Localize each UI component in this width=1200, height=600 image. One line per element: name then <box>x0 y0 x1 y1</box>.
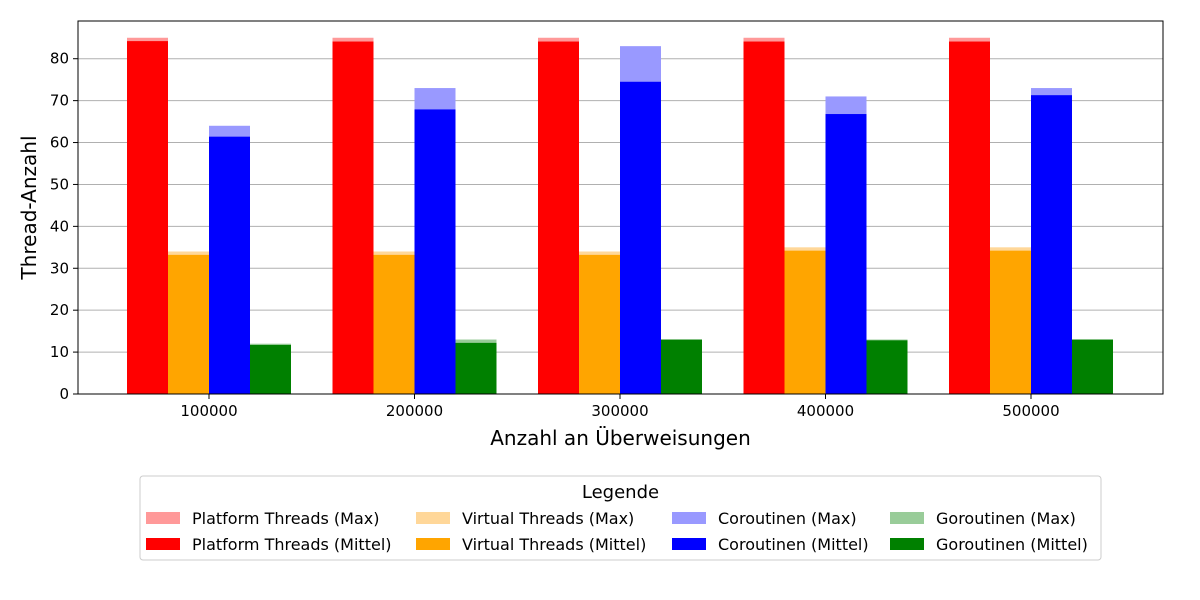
legend-label: Virtual Threads (Mittel) <box>462 535 646 554</box>
bar-goroutinen-mittel <box>661 339 702 394</box>
bar-virtual-threads-mittel <box>168 254 209 394</box>
y-tick-label: 80 <box>50 50 69 68</box>
bar-goroutinen-mittel <box>1072 339 1113 394</box>
legend-label: Virtual Threads (Max) <box>462 509 634 528</box>
x-tick-label: 300000 <box>591 402 648 420</box>
bar-coroutinen-mittel <box>414 109 456 395</box>
bar-platform-threads-mittel <box>332 41 374 395</box>
bar-coroutinen-mittel <box>209 136 250 394</box>
legend-swatch <box>890 512 924 524</box>
y-tick-label: 0 <box>59 385 69 403</box>
y-axis-title: Thread-Anzahl <box>17 135 41 280</box>
x-tick-label: 400000 <box>797 402 854 420</box>
legend-box <box>139 475 1102 561</box>
bar-platform-threads-mittel <box>949 41 990 395</box>
y-axis: 0 10 20 30 40 50 60 70 80 <box>50 50 78 403</box>
bar-virtual-threads-mittel <box>784 250 826 394</box>
x-tick-label: 200000 <box>386 402 443 420</box>
legend-label: Coroutinen (Max) <box>718 509 857 528</box>
y-tick-label: 50 <box>50 175 69 193</box>
y-tick-label: 70 <box>50 92 69 110</box>
bar-virtual-threads-mittel <box>373 254 415 394</box>
legend-label: Goroutinen (Max) <box>936 509 1076 528</box>
legend-swatch <box>890 538 924 550</box>
legend-label: Platform Threads (Mittel) <box>192 535 392 554</box>
bar-coroutinen-mittel <box>825 114 867 394</box>
x-tick-label: 500000 <box>1002 402 1059 420</box>
x-axis-title: Anzahl an Überweisungen <box>490 426 751 450</box>
x-tick-label: 100000 <box>180 402 237 420</box>
bars <box>127 37 1113 395</box>
legend-items: Platform Threads (Max) Platform Threads (… <box>146 509 1088 554</box>
legend-label: Coroutinen (Mittel) <box>718 535 869 554</box>
y-tick-label: 10 <box>50 343 69 361</box>
bar-goroutinen-mittel <box>250 344 291 394</box>
legend-label: Goroutinen (Mittel) <box>936 535 1088 554</box>
legend-swatch <box>146 538 180 550</box>
bar-platform-threads-mittel <box>127 41 168 395</box>
bar-virtual-threads-mittel <box>990 250 1031 394</box>
legend-label: Platform Threads (Max) <box>192 509 380 528</box>
legend: Legende Platform Threads (Max)Platform T… <box>139 475 1102 561</box>
y-tick-label: 30 <box>50 259 69 277</box>
y-tick-label: 40 <box>50 217 69 235</box>
y-tick-label: 20 <box>50 301 69 319</box>
legend-swatch <box>672 538 706 550</box>
bar-goroutinen-mittel <box>455 342 497 394</box>
bar-platform-threads-mittel <box>538 41 579 395</box>
legend-title: Legende <box>582 482 659 503</box>
legend-swatch <box>416 538 450 550</box>
bar-coroutinen-mittel <box>620 81 661 395</box>
legend-swatch <box>146 512 180 524</box>
x-axis: 100000 200000 300000 400000 500000 <box>180 394 1060 420</box>
legend-swatch <box>672 512 706 524</box>
y-tick-label: 60 <box>50 134 69 152</box>
bar-goroutinen-mittel <box>866 340 908 394</box>
bar-platform-threads-mittel <box>743 41 785 395</box>
bar-virtual-threads-mittel <box>579 254 620 394</box>
bar-coroutinen-mittel <box>1031 95 1072 394</box>
legend-swatch <box>416 512 450 524</box>
